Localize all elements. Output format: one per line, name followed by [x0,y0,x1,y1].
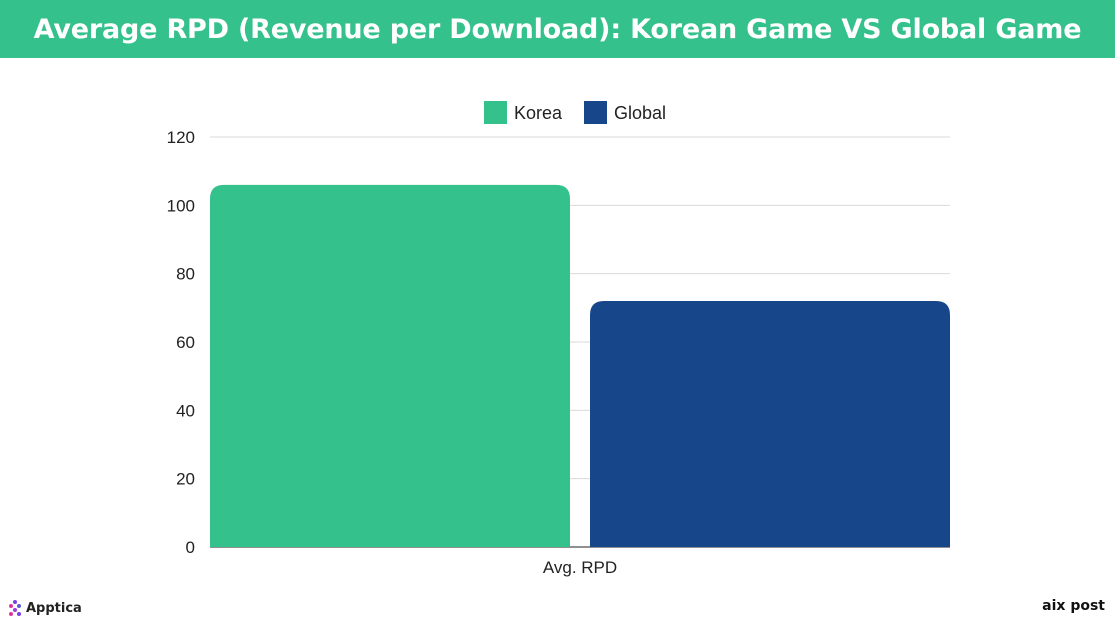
legend-swatch-global [584,101,607,124]
y-tick-label: 20 [176,470,195,489]
title-banner: Average RPD (Revenue per Download): Kore… [0,0,1115,58]
y-tick-label: 60 [176,333,195,352]
bar-global [590,301,950,547]
apptica-icon [9,600,21,616]
legend-swatch-korea [484,101,507,124]
legend-label-global: Global [614,103,666,123]
bar-chart: 0 20 40 60 80 100 120 Avg. RPD Korea Global [167,101,950,577]
y-tick-label: 40 [176,401,195,420]
y-tick-label: 120 [167,128,195,147]
y-tick-label: 80 [176,265,195,284]
aix-post-logo: aix post [1042,598,1105,614]
chart-title: Average RPD (Revenue per Download): Kore… [33,13,1082,45]
legend-label-korea: Korea [514,103,563,123]
bar-korea [210,184,570,548]
y-tick-label: 100 [167,196,195,215]
x-tick-label: Avg. RPD [543,558,617,577]
y-tick-label: 0 [186,538,195,557]
apptica-logo-text: Apptica [26,600,82,616]
apptica-logo: Apptica [8,598,82,618]
